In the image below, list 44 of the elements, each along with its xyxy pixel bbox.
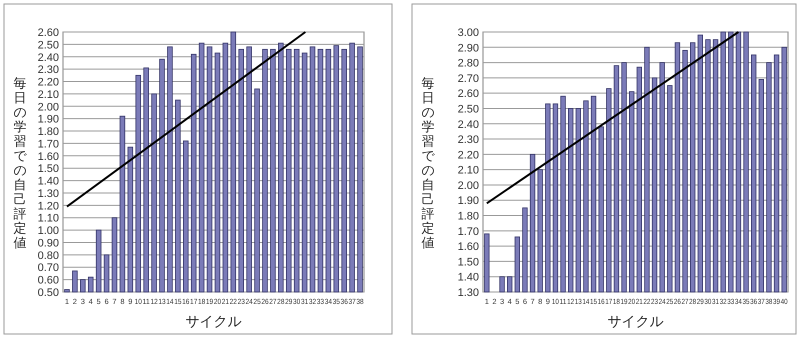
y-tick-label: 2.40 (458, 118, 479, 131)
y-tick-label: 0.80 (38, 250, 59, 262)
y-tick-label: 2.30 (458, 134, 479, 146)
y-tick-label: 2.20 (38, 76, 59, 89)
y-tick-label: 1.00 (38, 225, 59, 238)
y-tick-label: 1.30 (38, 188, 59, 200)
y-tick-label: 1.40 (458, 272, 479, 284)
y-tick-label: 2.40 (38, 52, 59, 64)
y-tick-label: 1.90 (458, 195, 479, 208)
y-tick-label: 2.60 (38, 27, 59, 39)
y-tick-label: 1.80 (38, 126, 59, 138)
y-tick-label: 1.50 (458, 256, 479, 268)
y-tick-label: 2.90 (458, 42, 479, 54)
y-tick-label: 1.80 (458, 210, 479, 223)
y-tick-label: 2.30 (38, 64, 59, 76)
y-tick-label: 2.00 (458, 180, 479, 192)
y-tick-label: 1.70 (458, 226, 479, 238)
y-tick-label: 2.50 (38, 39, 59, 52)
y-tick-label: 0.60 (38, 274, 59, 287)
y-tick-label: 1.60 (38, 150, 59, 163)
y-tick-label: 1.70 (38, 138, 59, 150)
y-tick-label: 2.10 (458, 164, 479, 177)
y-tick-label: 2.20 (458, 149, 479, 162)
x-axis-title: サイクル (186, 313, 242, 329)
y-tick-label: 0.50 (38, 287, 59, 299)
y-tick-label: 2.10 (38, 88, 59, 101)
y-tick-label: 3.00 (458, 27, 479, 39)
y-tick-label: 2.00 (38, 101, 59, 114)
y-tick-label: 1.50 (38, 163, 59, 176)
y-tick-label: 0.90 (38, 237, 59, 250)
y-tick-label: 1.20 (38, 200, 59, 212)
y-tick-label: 1.10 (38, 212, 59, 225)
y-tick-label: 1.30 (458, 287, 479, 299)
y-tick-label: 1.90 (38, 114, 59, 126)
y-tick-label: 1.40 (38, 176, 59, 188)
y-tick-label: 0.70 (38, 262, 59, 274)
y-tick-label: 2.50 (458, 103, 479, 116)
y-tick-label: 1.60 (458, 241, 479, 254)
y-tick-label: 2.60 (458, 88, 479, 100)
x-axis-title: サイクル (608, 313, 664, 329)
y-tick-label: 2.70 (458, 72, 479, 85)
text: 毎日の学習での自己評定値 (422, 75, 434, 250)
text: 毎日の学習での自己評定値 (14, 75, 26, 250)
y-tick-label: 2.80 (458, 58, 479, 70)
